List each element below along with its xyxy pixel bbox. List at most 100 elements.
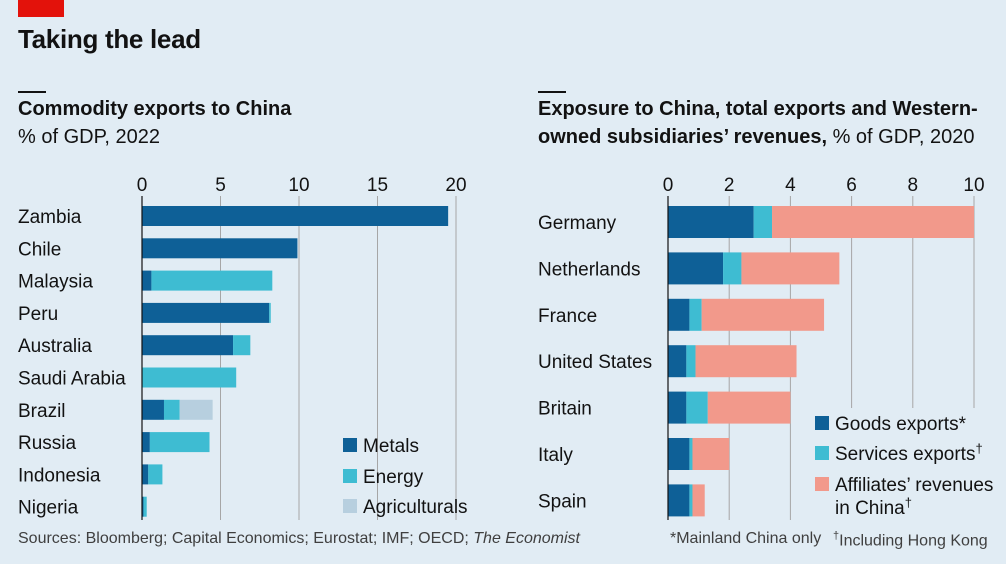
right-chart-title-line1: Exposure to China, total exports and Wes…: [538, 98, 978, 120]
bar-zambia-metals: [142, 206, 449, 226]
bar-netherlands-goods-exports: [668, 252, 724, 285]
bar-united-states-affiliates-revenues-in-china: [695, 345, 797, 378]
left-x-tick-label: 20: [445, 175, 466, 196]
bar-australia-metals: [142, 335, 234, 356]
brand-tag: [18, 0, 64, 17]
right-legend-dagger: †: [905, 495, 912, 510]
right-x-tick-label: 6: [846, 175, 857, 196]
right-legend-swatch: [815, 477, 829, 491]
bar-brazil-metals: [142, 399, 164, 420]
right-category-label: France: [538, 306, 597, 327]
bar-united-states-goods-exports: [668, 345, 687, 378]
left-category-label: Saudi Arabia: [18, 369, 126, 390]
bar-australia-energy: [233, 335, 251, 356]
legend-label-agriculturals: Agriculturals: [363, 497, 468, 518]
right-legend-text: Affiliates’ revenues: [835, 475, 993, 496]
left-chart-subtitle: % of GDP, 2022: [18, 126, 160, 148]
left-x-tick-label: 0: [137, 175, 148, 196]
bar-france-affiliates-revenues-in-china: [701, 298, 825, 331]
bar-france-goods-exports: [668, 298, 690, 331]
bar-netherlands-affiliates-revenues-in-china: [741, 252, 840, 285]
right-legend-text: in China: [835, 498, 905, 519]
bar-chile-metals: [142, 238, 298, 259]
left-category-label: Chile: [18, 239, 61, 260]
bar-united-states-services-exports: [686, 345, 696, 378]
bar-spain-affiliates-revenues-in-china: [692, 484, 705, 517]
bar-germany-affiliates-revenues-in-china: [772, 206, 974, 238]
right-category-label: Britain: [538, 399, 592, 420]
legend-label-metals: Metals: [363, 436, 419, 457]
right-legend-dagger: †: [975, 441, 982, 456]
right-legend-label: in China†: [835, 495, 912, 519]
footnote-hong-kong-text: Including Hong Kong: [839, 532, 988, 550]
footnote-dagger: †: [833, 530, 840, 542]
bar-britain-services-exports: [686, 391, 708, 424]
left-category-label: Indonesia: [18, 465, 101, 486]
legend-swatch-metals: [343, 438, 357, 452]
right-legend-swatch: [815, 416, 829, 430]
legend-label-energy: Energy: [363, 467, 424, 488]
right-chart-subtitle: % of GDP, 2020: [832, 126, 975, 148]
bar-germany-services-exports: [753, 206, 773, 238]
bar-peru-energy: [269, 302, 271, 323]
sources-note: Sources: Bloomberg; Capital Economics; E…: [18, 530, 580, 548]
right-category-label: Spain: [538, 491, 587, 512]
right-legend-text: Services exports: [835, 444, 975, 465]
footnote-hong-kong: †Including Hong Kong: [833, 530, 988, 550]
bar-italy-goods-exports: [668, 438, 690, 470]
page-title: Taking the lead: [18, 24, 201, 54]
left-category-label: Peru: [18, 304, 58, 325]
bar-spain-services-exports: [689, 484, 693, 517]
right-category-label: United States: [538, 352, 652, 373]
bar-russia-metals: [142, 432, 150, 453]
legend-swatch-agriculturals: [343, 499, 357, 513]
left-category-label: Malaysia: [18, 272, 93, 293]
bar-peru-metals: [142, 302, 270, 323]
left-chart-title: Commodity exports to China: [18, 98, 292, 120]
bar-indonesia-energy: [148, 464, 163, 485]
left-category-label: Brazil: [18, 401, 66, 422]
left-x-tick-label: 15: [367, 175, 388, 196]
bar-france-services-exports: [689, 298, 702, 331]
right-x-tick-label: 8: [908, 175, 919, 196]
right-x-tick-label: 2: [724, 175, 735, 196]
right-legend-text: Goods exports*: [835, 414, 967, 435]
bar-britain-affiliates-revenues-in-china: [707, 391, 791, 424]
right-chart-title-bold: owned subsidiaries’ revenues,: [538, 126, 828, 148]
bar-brazil-agriculturals: [179, 399, 213, 420]
bar-netherlands-services-exports: [723, 252, 742, 285]
right-category-label: Netherlands: [538, 259, 640, 280]
bar-italy-affiliates-revenues-in-china: [692, 438, 730, 470]
right-legend-swatch: [815, 446, 829, 460]
right-x-tick-label: 10: [963, 175, 984, 196]
left-category-label: Nigeria: [18, 498, 79, 519]
bar-nigeria-energy: [143, 496, 147, 517]
right-legend-background: [808, 408, 990, 520]
right-title-rule: [538, 91, 566, 93]
right-legend-label: Affiliates’ revenues: [835, 475, 993, 496]
left-x-tick-label: 10: [288, 175, 309, 196]
right-x-tick-label: 0: [663, 175, 674, 196]
right-legend-label: Services exports†: [835, 441, 983, 465]
left-category-label: Zambia: [18, 207, 82, 228]
legend-swatch-energy: [343, 469, 357, 483]
bar-brazil-energy: [163, 399, 180, 420]
sources-publication: The Economist: [473, 530, 580, 547]
left-x-tick-label: 5: [215, 175, 226, 196]
bar-nigeria-metals: [142, 496, 144, 517]
bar-italy-services-exports: [689, 438, 693, 470]
bar-saudi-arabia-energy: [142, 367, 237, 388]
bar-spain-goods-exports: [668, 484, 690, 517]
footnote-mainland: *Mainland China only: [670, 530, 822, 547]
right-category-label: Germany: [538, 213, 617, 234]
bar-malaysia-metals: [142, 270, 152, 291]
sources-text: Sources: Bloomberg; Capital Economics; E…: [18, 530, 474, 547]
bar-germany-goods-exports: [668, 206, 754, 238]
left-category-label: Russia: [18, 433, 77, 454]
right-x-tick-label: 4: [785, 175, 796, 196]
bar-russia-energy: [149, 432, 210, 453]
right-chart-title-line2: owned subsidiaries’ revenues, % of GDP, …: [538, 124, 975, 150]
right-category-label: Italy: [538, 445, 573, 466]
